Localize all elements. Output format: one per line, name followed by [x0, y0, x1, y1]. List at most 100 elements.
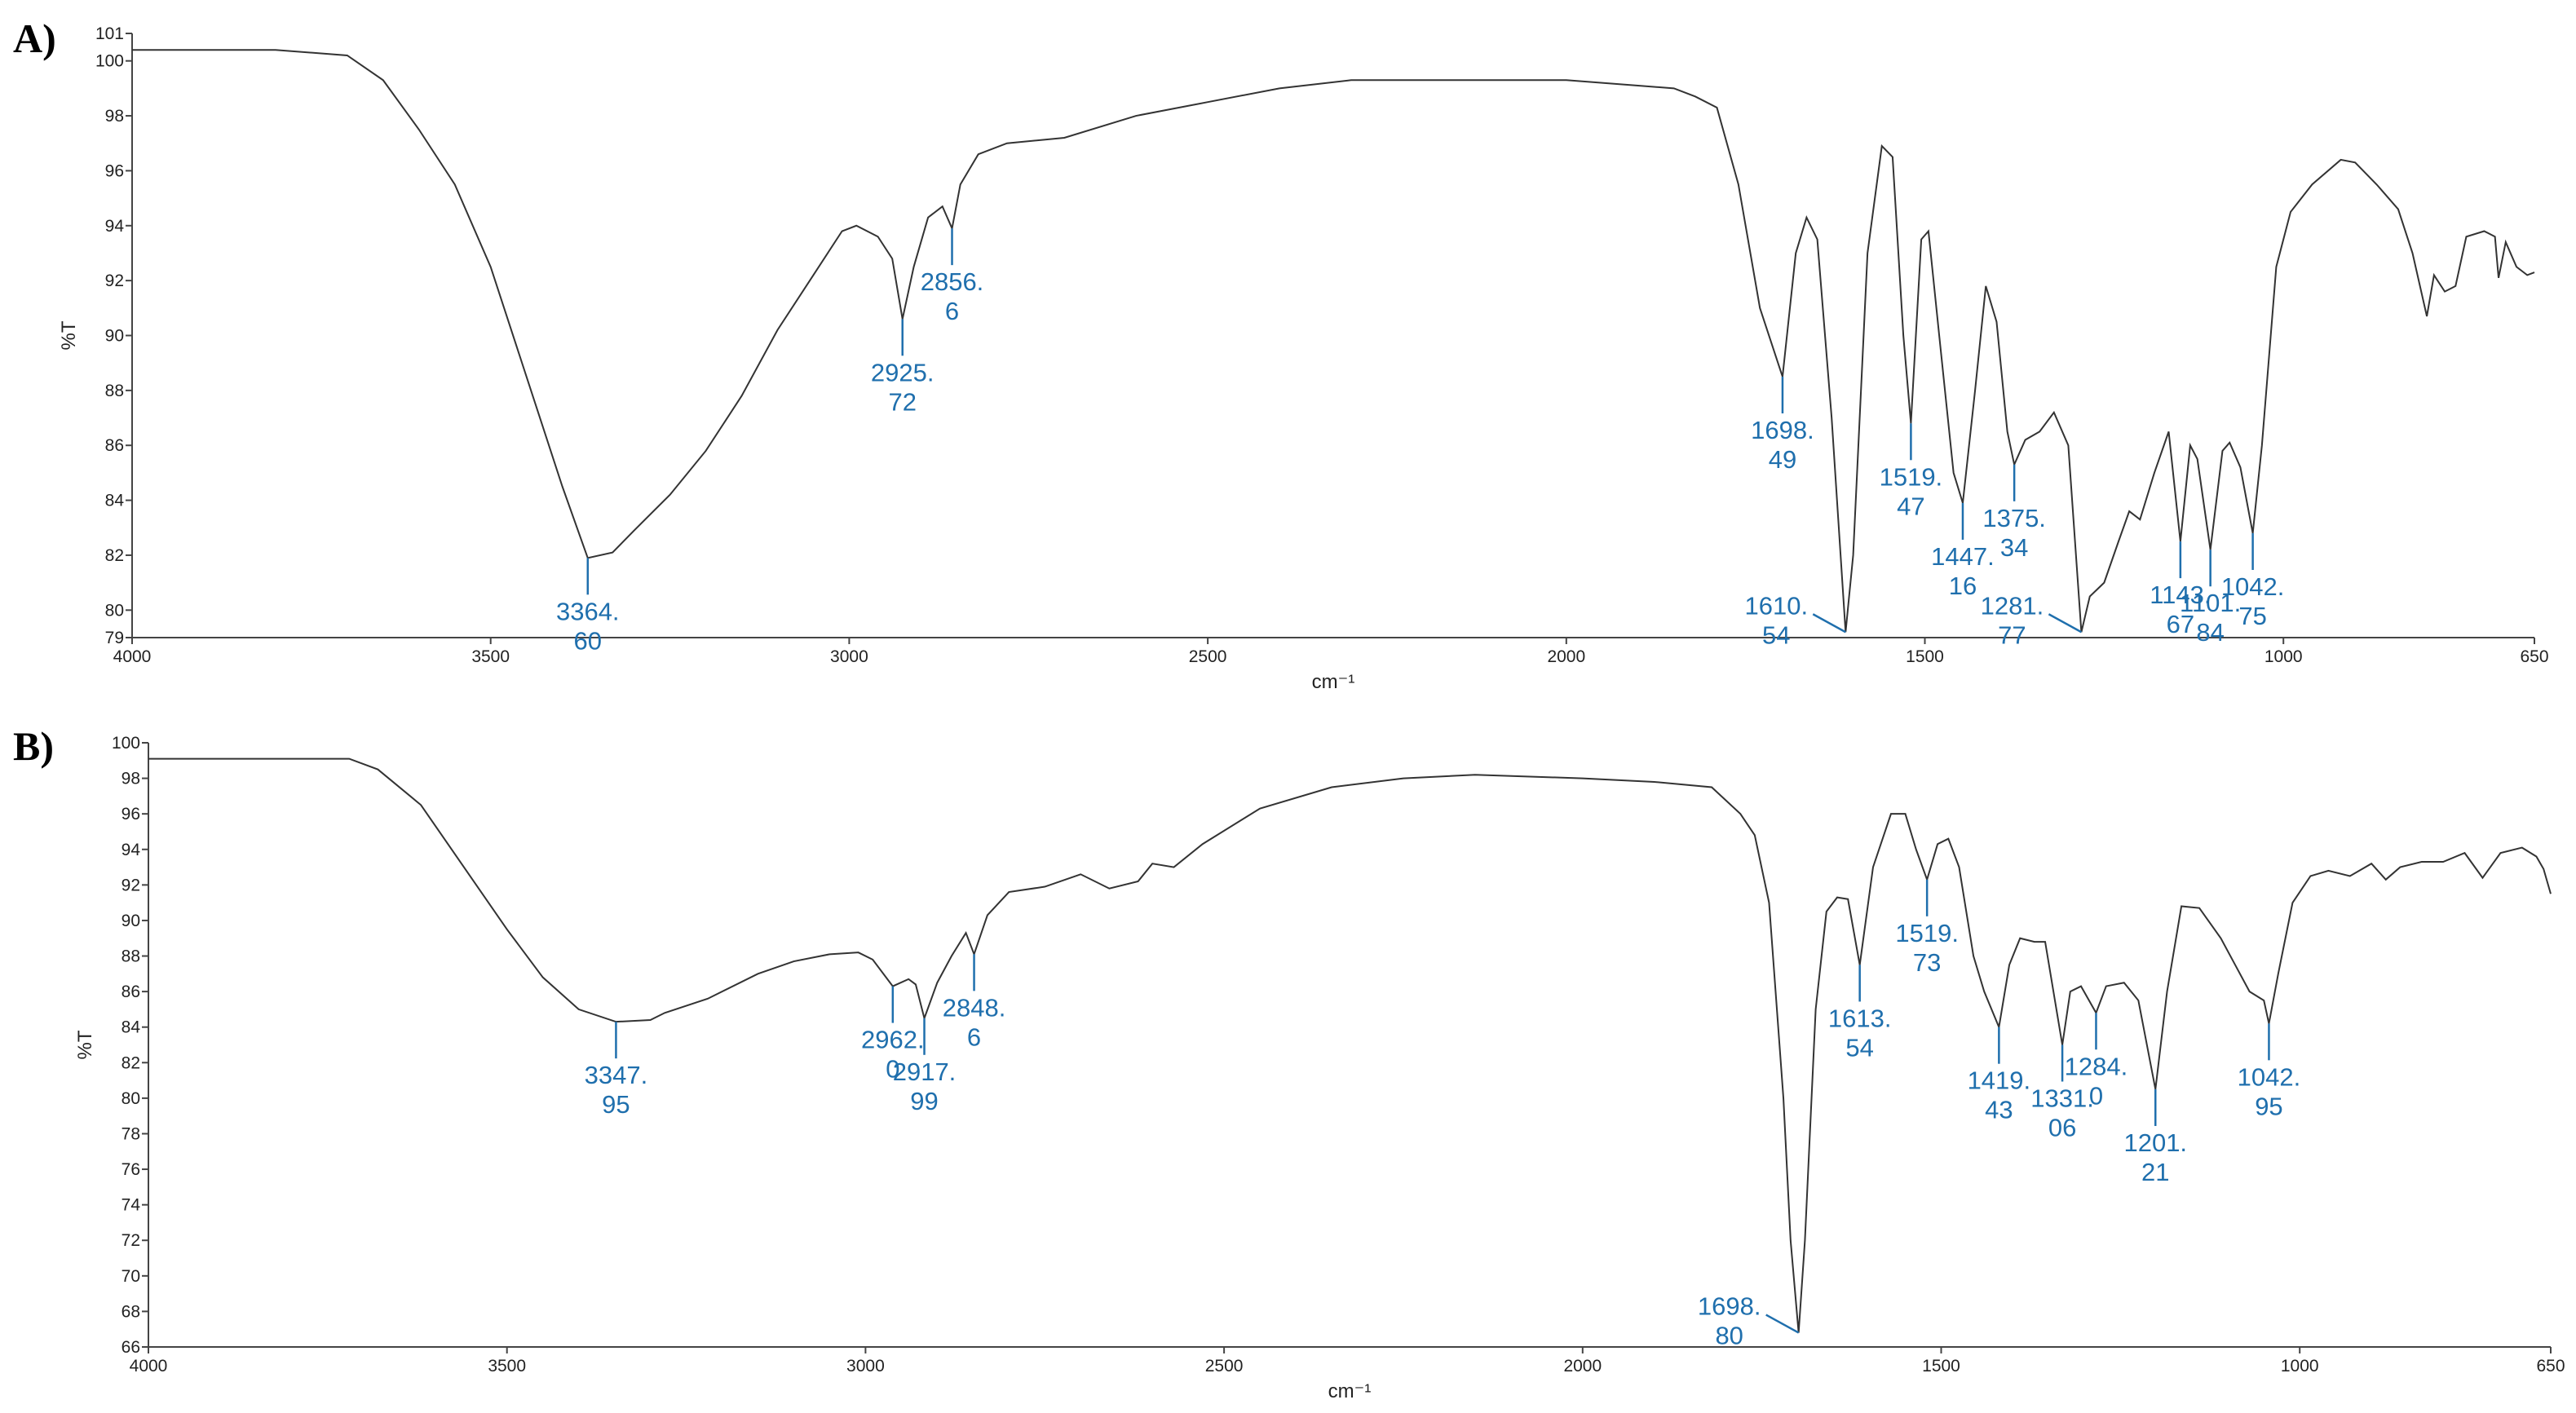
peak-leader	[2048, 613, 2083, 634]
peak-label: 1284.	[2065, 1052, 2128, 1080]
y-tick-label: 84	[122, 1018, 141, 1037]
y-tick-label: 92	[122, 876, 140, 894]
y-tick-label: 88	[105, 382, 124, 400]
peak-label: 1101.	[2180, 589, 2241, 617]
peak-label: 1201.	[2123, 1128, 2187, 1157]
y-tick-label: 92	[105, 272, 124, 290]
peak-label: 1613.	[1828, 1004, 1892, 1032]
peak-label: 1698.	[1698, 1292, 1761, 1321]
x-tick-label: 3500	[471, 647, 510, 666]
y-tick-label: 90	[122, 912, 140, 930]
peak-label: 1610.	[1745, 591, 1809, 620]
spectrum-line	[148, 757, 2552, 1333]
x-tick-label: 1500	[1906, 647, 1944, 666]
x-tick-label: 1000	[2264, 647, 2303, 666]
x-tick-label: 650	[2520, 647, 2548, 666]
y-tick-label: 79	[105, 629, 124, 647]
x-tick-label: 1000	[2281, 1357, 2319, 1375]
panel: A) 79 80 82 84 86 88 90 92 94 96 98 100 101 4000 3500 30…	[13, 15, 2549, 693]
x-tick-label: 4000	[113, 647, 152, 666]
y-tick-label: 100	[95, 52, 124, 71]
peak-label: 0	[886, 1055, 899, 1084]
peak-label: 1042.	[2221, 572, 2285, 601]
peak-label: 21	[2141, 1158, 2169, 1186]
y-tick-label: 84	[105, 492, 125, 510]
peak-label: 67	[2167, 610, 2194, 638]
y-tick-label: 78	[122, 1124, 140, 1143]
x-axis-label: cm⁻¹	[1328, 1380, 1372, 1402]
peak-label: 1375.	[1982, 504, 2046, 532]
peak-leader	[1812, 613, 1846, 634]
y-tick-label: 86	[105, 436, 124, 455]
peak-label: 84	[2196, 618, 2224, 647]
peak-label: 1519.	[1895, 919, 1959, 947]
panel-label: B)	[13, 723, 54, 769]
peak-label: 6	[967, 1022, 981, 1051]
peak-label: 1447.	[1931, 542, 1995, 571]
peak-label: 80	[1715, 1322, 1743, 1350]
y-tick-label: 70	[122, 1267, 140, 1286]
peak-label: 54	[1762, 620, 1790, 649]
y-tick-label: 86	[122, 982, 140, 1001]
y-tick-label: 101	[95, 24, 124, 43]
peak-label: 77	[1998, 620, 2026, 649]
peak-label: 1143.	[2150, 581, 2211, 609]
x-tick-label: 4000	[130, 1357, 168, 1375]
y-tick-label: 68	[122, 1302, 140, 1321]
peak-label: 99	[910, 1087, 938, 1115]
y-axis-label: %T	[74, 1030, 96, 1059]
x-tick-label: 2500	[1189, 647, 1227, 666]
x-axis-label: cm⁻¹	[1312, 671, 1355, 693]
y-tick-label: 98	[105, 107, 124, 126]
y-tick-label: 98	[122, 770, 140, 788]
peak-label: 2856.	[921, 267, 984, 296]
x-tick-label: 650	[2536, 1357, 2565, 1375]
panel: B) 66 68 70 72 74 76 78 80 82 84 86 88 90 92 94 96 98 100 4…	[13, 723, 2565, 1402]
peak-label: 49	[1769, 445, 1796, 474]
peak-label: 06	[2048, 1114, 2076, 1142]
x-tick-label: 3000	[830, 647, 868, 666]
peak-label: 60	[574, 626, 602, 655]
peak-label: 2925.	[871, 358, 935, 386]
y-tick-label: 90	[105, 327, 124, 346]
spectrum-line	[132, 49, 2535, 633]
peak-label: 6	[945, 297, 959, 325]
peak-label: 1419.	[1968, 1066, 2031, 1095]
y-tick-label: 80	[105, 601, 124, 620]
y-tick-label: 74	[122, 1196, 141, 1215]
peak-label: 95	[2255, 1092, 2282, 1120]
peak-label: 47	[1897, 492, 1924, 520]
x-tick-label: 3500	[488, 1357, 526, 1375]
x-tick-label: 1500	[1922, 1357, 1960, 1375]
peak-label: 1281.	[1981, 591, 2044, 620]
peak-label: 75	[2238, 602, 2266, 630]
peak-label: 72	[888, 387, 916, 416]
peak-label: 0	[2089, 1081, 2103, 1110]
x-tick-label: 3000	[846, 1357, 885, 1375]
peak-label: 16	[1949, 572, 1977, 600]
peak-label: 54	[1845, 1033, 1873, 1062]
peak-label: 73	[1913, 948, 1941, 977]
peak-label: 1698.	[1751, 416, 1814, 444]
y-tick-label: 72	[122, 1231, 140, 1250]
x-tick-label: 2000	[1547, 647, 1585, 666]
peak-label: 95	[602, 1090, 630, 1119]
x-tick-label: 2000	[1563, 1357, 1602, 1375]
peak-label: 1331.	[2030, 1084, 2094, 1113]
x-tick-label: 2500	[1205, 1357, 1244, 1375]
peak-label: 2962.	[861, 1026, 925, 1054]
peak-label: 3364.	[556, 597, 620, 625]
peak-label: 34	[2000, 533, 2028, 562]
peak-label: 1519.	[1880, 462, 1943, 491]
y-tick-label: 100	[112, 734, 140, 753]
y-tick-label: 76	[122, 1160, 140, 1179]
y-tick-label: 82	[122, 1053, 140, 1072]
peak-label: 1042.	[2238, 1062, 2301, 1091]
peak-label: 43	[1985, 1096, 2013, 1124]
peak-label: 2848.	[943, 993, 1006, 1022]
y-axis-label: %T	[58, 320, 80, 350]
y-tick-label: 94	[122, 841, 141, 859]
y-tick-label: 66	[122, 1338, 140, 1357]
